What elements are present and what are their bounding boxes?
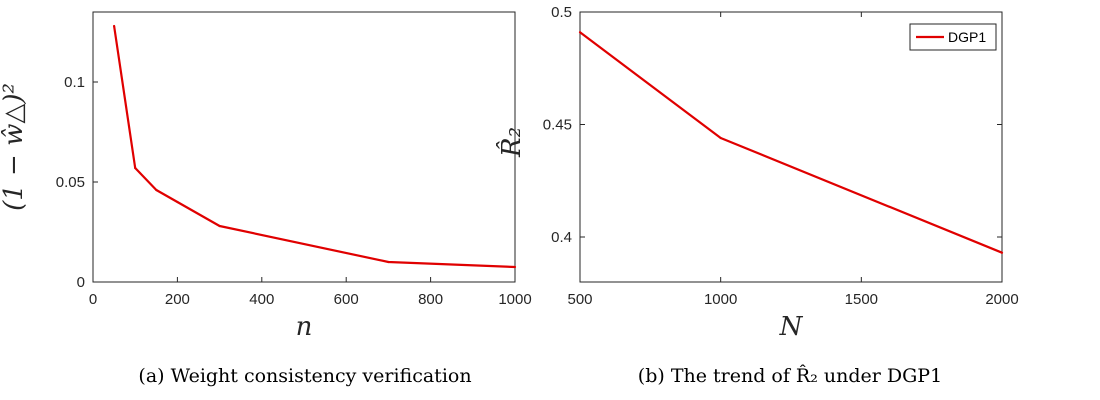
y-tick-label: 0.05 xyxy=(56,174,85,191)
data-point xyxy=(113,24,116,28)
x-tick-label: 1000 xyxy=(704,291,737,308)
data-point xyxy=(176,200,179,204)
legend: DGP1 xyxy=(909,23,997,51)
x-tick-label: 800 xyxy=(418,291,443,308)
data-point xyxy=(155,188,158,192)
data-point xyxy=(387,260,390,264)
x-tick-label: 1000 xyxy=(498,291,531,308)
data-point xyxy=(134,166,137,170)
data-point xyxy=(719,136,722,140)
y-tick-label: 0.45 xyxy=(543,117,572,134)
series-line-0 xyxy=(113,25,516,269)
x-tick-label: 400 xyxy=(249,291,274,308)
y-axis-label: (1 − ŵ△)² xyxy=(0,83,29,211)
y-tick-label: 0 xyxy=(77,274,85,291)
legend-label: DGP1 xyxy=(948,29,986,45)
x-tick-label: 600 xyxy=(334,291,359,308)
plot-frame xyxy=(579,11,1003,283)
data-point xyxy=(578,31,582,34)
data-point xyxy=(513,265,517,269)
x-tick-label: 200 xyxy=(165,291,190,308)
y-tick-label: 0.5 xyxy=(551,4,572,21)
subfigure-caption: (a) Weight consistency verification xyxy=(138,365,471,387)
data-point xyxy=(1000,251,1004,254)
x-tick-label: 0 xyxy=(89,291,97,308)
data-point xyxy=(218,224,221,228)
y-tick-label: 0.1 xyxy=(64,74,85,91)
x-axis-label: n xyxy=(296,312,313,342)
x-tick-label: 1500 xyxy=(845,291,878,308)
series-line-0 xyxy=(579,31,1003,254)
subfigure-caption: (b) The trend of R̂₂ under DGP1 xyxy=(638,365,942,387)
y-tick-label: 0.4 xyxy=(551,229,572,246)
plot-frame xyxy=(92,11,516,283)
x-tick-label: 500 xyxy=(567,291,592,308)
chart-b: 500 1000 1500 2000 0.4 0.45 0.5 N R̂₂ (b) The tre… xyxy=(496,4,1018,387)
y-axis-label: R̂₂ xyxy=(496,127,527,158)
x-tick-label: 2000 xyxy=(985,291,1018,308)
x-axis-label: N xyxy=(779,312,804,342)
chart-a: 0 200 400 600 800 1000 0 0.05 0.1 n (1 − ŵ△)² (a) W… xyxy=(0,11,532,387)
